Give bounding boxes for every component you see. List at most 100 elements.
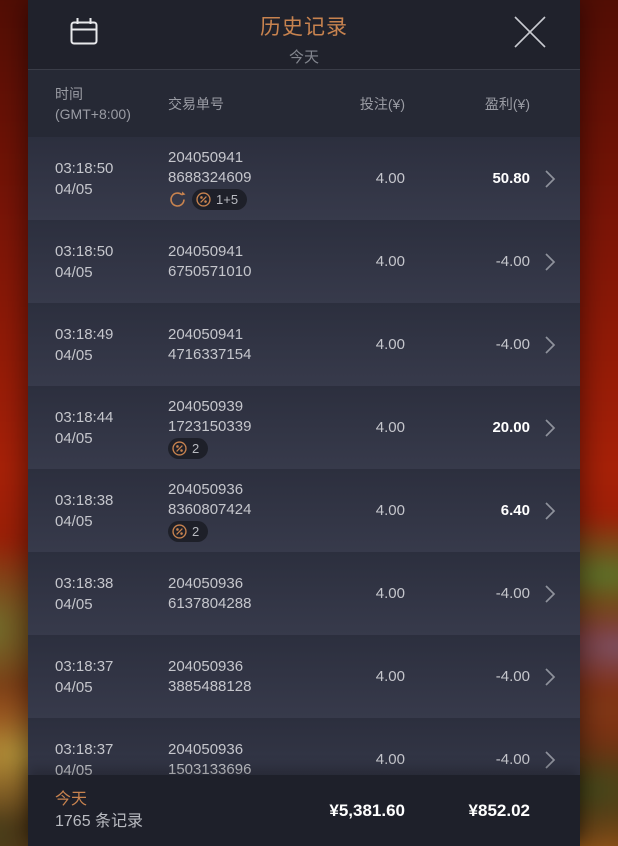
column-header-profit: 盈利(¥)	[484, 95, 530, 112]
row-time: 03:18:38 04/05	[55, 490, 168, 532]
table-row[interactable]: 03:18:38 04/05 204050936 8360807424	[28, 469, 580, 552]
chevron-right-icon	[543, 500, 557, 522]
row-detail-arrow	[530, 334, 580, 356]
table-row[interactable]: 03:18:38 04/05 204050936 6137804288 4.00…	[28, 552, 580, 635]
multiplier-badge-text: 2	[192, 523, 200, 539]
multiplier-badge: 2	[168, 438, 209, 459]
transaction-id-line2: 6750571010	[168, 262, 252, 280]
chevron-right-icon	[543, 417, 557, 439]
refresh-icon	[168, 190, 187, 209]
row-detail-arrow	[530, 168, 580, 190]
column-header-bet: 投注(¥)	[359, 95, 405, 112]
row-date-value: 04/05	[55, 180, 93, 198]
row-time-value: 03:18:37	[55, 740, 114, 758]
header-titles: 历史记录 今天	[260, 0, 348, 67]
row-time: 03:18:49 04/05	[55, 324, 168, 366]
row-profit-amount: 50.80	[492, 170, 530, 187]
table-column-headers: 时间 (GMT+8:00) 交易单号 投注(¥) 盈利(¥)	[28, 70, 580, 137]
row-time-value: 03:18:37	[55, 657, 114, 675]
row-profit-amount: -4.00	[495, 751, 530, 768]
calendar-button[interactable]	[60, 8, 108, 56]
row-profit-amount: 6.40	[500, 502, 530, 519]
odds-circle-icon	[171, 523, 188, 540]
row-date-value: 04/05	[55, 678, 93, 696]
row-transaction: 204050936 8360807424 2	[168, 480, 295, 542]
row-bet-amount: 4.00	[375, 336, 405, 353]
row-time: 03:18:38 04/05	[55, 573, 168, 615]
row-bet-amount: 4.00	[375, 170, 405, 187]
calendar-icon	[65, 13, 103, 51]
chevron-right-icon	[543, 583, 557, 605]
summary-footer: 今天 1765 条记录 ¥5,381.60 ¥852.02	[28, 775, 580, 846]
column-header-time: 时间 (GMT+8:00)	[55, 85, 131, 122]
row-transaction: 204050936 1503133696	[168, 740, 295, 776]
table-row[interactable]: 03:18:49 04/05 204050941 4716337154 4.00…	[28, 303, 580, 386]
row-detail-arrow	[530, 251, 580, 273]
modal-header: 历史记录 今天	[28, 0, 580, 70]
summary-left: 今天 1765 条记录	[55, 789, 295, 833]
row-time-value: 03:18:50	[55, 242, 114, 260]
multiplier-badge: 1+5	[192, 189, 248, 210]
chevron-right-icon	[543, 666, 557, 688]
transaction-id-line1: 204050936	[168, 574, 244, 592]
row-time: 03:18:37 04/05	[55, 739, 168, 776]
odds-circle-icon	[195, 191, 212, 208]
transaction-id-line2: 8688324609	[168, 168, 252, 186]
multiplier-badge-text: 1+5	[216, 191, 239, 207]
transaction-id-line2: 4716337154	[168, 345, 252, 363]
transaction-id-line2: 1723150339	[168, 417, 252, 435]
badges-row: 2	[168, 438, 295, 459]
close-icon	[512, 14, 548, 50]
multiplier-badge: 2	[168, 521, 209, 542]
chevron-right-icon	[543, 749, 557, 771]
row-time: 03:18:50 04/05	[55, 241, 168, 283]
transaction-id-line2: 3885488128	[168, 677, 252, 695]
summary-total-bet: ¥5,381.60	[329, 800, 405, 820]
close-button[interactable]	[506, 8, 554, 56]
row-time-value: 03:18:50	[55, 159, 114, 177]
row-detail-arrow	[530, 666, 580, 688]
row-bet-amount: 4.00	[375, 253, 405, 270]
summary-total-profit: ¥852.02	[468, 800, 530, 820]
transaction-id-line2: 8360807424	[168, 500, 252, 518]
transaction-id-line1: 204050941	[168, 148, 244, 166]
chevron-right-icon	[543, 168, 557, 190]
transaction-id-line1: 204050941	[168, 325, 244, 343]
row-transaction: 204050936 3885488128	[168, 657, 295, 697]
row-profit-amount: -4.00	[495, 253, 530, 270]
summary-record-count: 1765 条记录	[55, 812, 144, 830]
row-bet-amount: 4.00	[375, 585, 405, 602]
table-row[interactable]: 03:18:44 04/05 204050939 1723150339	[28, 386, 580, 469]
row-transaction: 204050939 1723150339 2	[168, 397, 295, 459]
row-time-value: 03:18:44	[55, 408, 114, 426]
row-transaction: 204050941 6750571010	[168, 242, 295, 282]
transaction-id-line2: 1503133696	[168, 760, 252, 776]
transaction-id-line1: 204050936	[168, 480, 244, 498]
badges-row: 2	[168, 521, 295, 542]
summary-day-label: 今天	[55, 790, 88, 808]
row-time: 03:18:37 04/05	[55, 656, 168, 698]
row-bet-amount: 4.00	[375, 668, 405, 685]
table-row[interactable]: 03:18:37 04/05 204050936 1503133696 4.00…	[28, 718, 580, 775]
row-transaction: 204050941 4716337154	[168, 325, 295, 365]
row-detail-arrow	[530, 583, 580, 605]
row-date-value: 04/05	[55, 761, 93, 776]
row-time-value: 03:18:38	[55, 491, 114, 509]
row-bet-amount: 4.00	[375, 751, 405, 768]
transaction-id-line1: 204050939	[168, 397, 244, 415]
row-time: 03:18:50 04/05	[55, 158, 168, 200]
row-date-value: 04/05	[55, 595, 93, 613]
row-bet-amount: 4.00	[375, 502, 405, 519]
row-profit-amount: -4.00	[495, 585, 530, 602]
table-row[interactable]: 03:18:50 04/05 204050941 8688324609	[28, 137, 580, 220]
row-date-value: 04/05	[55, 263, 93, 281]
table-row[interactable]: 03:18:50 04/05 204050941 6750571010 4.00…	[28, 220, 580, 303]
transaction-id-line1: 204050936	[168, 740, 244, 758]
row-bet-amount: 4.00	[375, 419, 405, 436]
table-row[interactable]: 03:18:37 04/05 204050936 3885488128 4.00…	[28, 635, 580, 718]
page-title: 历史记录	[260, 16, 348, 39]
row-detail-arrow	[530, 417, 580, 439]
history-list: 03:18:50 04/05 204050941 8688324609	[28, 137, 580, 775]
row-time: 03:18:44 04/05	[55, 407, 168, 449]
row-time-value: 03:18:38	[55, 574, 114, 592]
